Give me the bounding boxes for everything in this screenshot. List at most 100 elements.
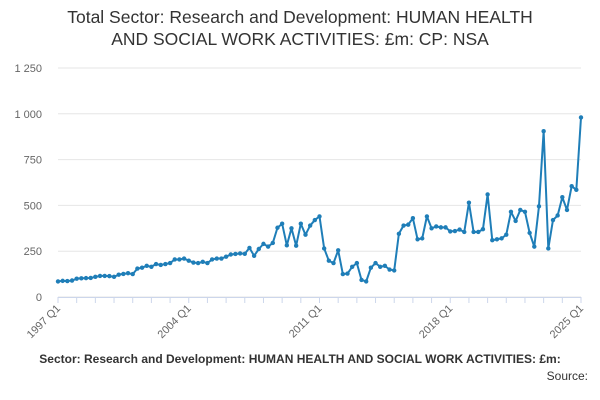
data-point[interactable] bbox=[177, 257, 182, 262]
data-point[interactable] bbox=[158, 262, 163, 268]
data-point[interactable] bbox=[97, 273, 103, 279]
data-point[interactable] bbox=[69, 278, 75, 283]
data-point[interactable] bbox=[284, 243, 290, 248]
data-point[interactable] bbox=[275, 225, 280, 230]
data-point[interactable] bbox=[111, 274, 117, 280]
data-point[interactable] bbox=[401, 223, 406, 228]
data-point[interactable] bbox=[307, 223, 313, 228]
data-point[interactable] bbox=[504, 232, 509, 237]
data-point[interactable] bbox=[368, 265, 374, 270]
data-point[interactable] bbox=[191, 260, 196, 265]
data-point[interactable] bbox=[153, 261, 159, 267]
data-point[interactable] bbox=[125, 270, 131, 276]
data-point[interactable] bbox=[200, 259, 205, 265]
data-point[interactable] bbox=[522, 209, 528, 215]
data-point[interactable] bbox=[223, 254, 229, 259]
data-point[interactable] bbox=[359, 277, 364, 283]
data-point[interactable] bbox=[172, 257, 177, 262]
data-point[interactable] bbox=[121, 271, 126, 277]
data-point[interactable] bbox=[354, 260, 360, 266]
data-point[interactable] bbox=[438, 225, 444, 230]
data-point[interactable] bbox=[550, 217, 556, 223]
data-point[interactable] bbox=[261, 241, 266, 247]
data-point[interactable] bbox=[60, 278, 65, 284]
data-point[interactable] bbox=[209, 257, 215, 262]
data-point[interactable] bbox=[186, 258, 191, 263]
data-point[interactable] bbox=[181, 256, 187, 261]
data-point[interactable] bbox=[382, 263, 388, 269]
data-point[interactable] bbox=[312, 217, 318, 223]
data-point[interactable] bbox=[149, 264, 154, 269]
data-point[interactable] bbox=[326, 258, 332, 263]
data-point[interactable] bbox=[163, 261, 168, 267]
data-point[interactable] bbox=[83, 275, 89, 281]
data-point[interactable] bbox=[471, 229, 476, 235]
data-point[interactable] bbox=[513, 218, 518, 224]
data-point[interactable] bbox=[74, 276, 79, 281]
data-point[interactable] bbox=[387, 267, 392, 272]
data-point[interactable] bbox=[116, 272, 121, 277]
data-point[interactable] bbox=[303, 232, 308, 237]
data-point[interactable] bbox=[546, 246, 551, 251]
data-point[interactable] bbox=[555, 213, 560, 218]
data-point[interactable] bbox=[144, 263, 149, 269]
data-point[interactable] bbox=[321, 246, 327, 251]
data-point[interactable] bbox=[378, 264, 383, 269]
data-point[interactable] bbox=[247, 245, 252, 251]
data-point[interactable] bbox=[429, 226, 434, 231]
data-point[interactable] bbox=[205, 260, 210, 266]
data-point[interactable] bbox=[237, 251, 243, 256]
data-point[interactable] bbox=[392, 268, 397, 273]
data-point[interactable] bbox=[289, 226, 294, 231]
data-point[interactable] bbox=[457, 227, 462, 232]
data-point[interactable] bbox=[219, 256, 224, 261]
data-point[interactable] bbox=[476, 229, 481, 235]
data-point[interactable] bbox=[485, 192, 490, 197]
data-point[interactable] bbox=[373, 260, 378, 266]
data-point[interactable] bbox=[293, 243, 299, 248]
data-point[interactable] bbox=[93, 274, 98, 280]
data-point[interactable] bbox=[434, 224, 439, 229]
data-point[interactable] bbox=[167, 260, 173, 266]
data-point[interactable] bbox=[256, 246, 261, 252]
data-point[interactable] bbox=[466, 200, 472, 205]
data-point[interactable] bbox=[443, 225, 448, 230]
data-point[interactable] bbox=[452, 228, 458, 234]
data-point[interactable] bbox=[65, 278, 70, 284]
data-point[interactable] bbox=[317, 214, 322, 219]
data-point[interactable] bbox=[135, 266, 140, 271]
data-point[interactable] bbox=[88, 275, 93, 281]
data-point[interactable] bbox=[102, 273, 107, 279]
data-point[interactable] bbox=[139, 265, 145, 270]
data-point[interactable] bbox=[265, 244, 271, 249]
data-point[interactable] bbox=[480, 227, 486, 232]
data-point[interactable] bbox=[462, 229, 467, 235]
data-point[interactable] bbox=[195, 260, 201, 266]
data-point[interactable] bbox=[55, 279, 61, 284]
data-point[interactable] bbox=[251, 253, 257, 258]
data-point[interactable] bbox=[279, 221, 285, 226]
data-point[interactable] bbox=[569, 183, 574, 189]
data-point[interactable] bbox=[349, 264, 355, 269]
data-point[interactable] bbox=[363, 279, 369, 284]
data-point[interactable] bbox=[130, 271, 135, 277]
data-point[interactable] bbox=[541, 129, 546, 134]
data-point[interactable] bbox=[410, 216, 416, 221]
data-point[interactable] bbox=[532, 244, 537, 249]
data-point[interactable] bbox=[298, 221, 304, 226]
data-point[interactable] bbox=[527, 230, 532, 236]
data-point[interactable] bbox=[228, 252, 233, 257]
data-point[interactable] bbox=[448, 229, 453, 234]
data-point[interactable] bbox=[331, 260, 336, 266]
data-point[interactable] bbox=[564, 207, 570, 213]
data-point[interactable] bbox=[335, 248, 341, 253]
data-point[interactable] bbox=[490, 238, 495, 243]
data-point[interactable] bbox=[107, 273, 112, 279]
data-point[interactable] bbox=[345, 271, 350, 276]
data-point[interactable] bbox=[396, 231, 402, 236]
data-point[interactable] bbox=[578, 115, 584, 120]
data-point[interactable] bbox=[560, 194, 565, 200]
data-point[interactable] bbox=[518, 207, 523, 213]
data-point[interactable] bbox=[424, 214, 430, 219]
data-point[interactable] bbox=[340, 271, 346, 277]
